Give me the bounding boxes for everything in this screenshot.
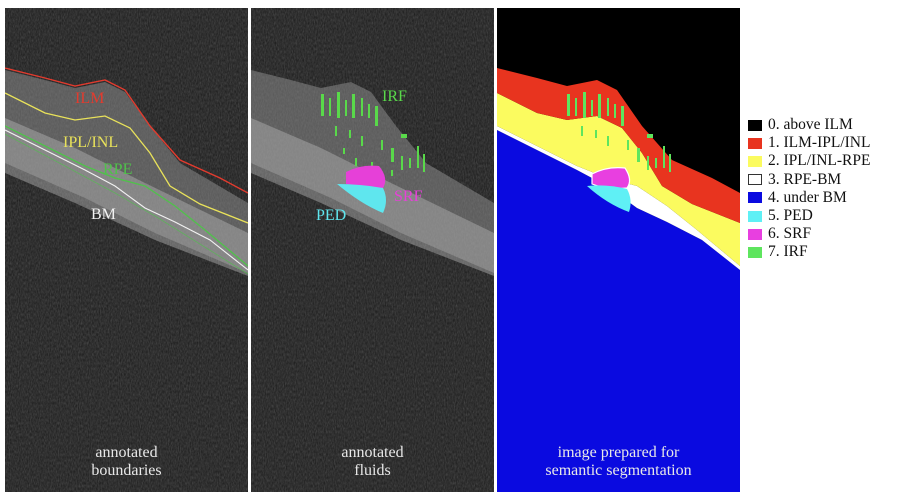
legend-item: 6. SRF — [748, 225, 908, 243]
label-ipl-inl: IPL/INL — [63, 134, 119, 151]
panel-annotated-fluids: IRF SRF PED annotated fluids — [251, 8, 494, 492]
legend-swatch — [748, 137, 762, 149]
legend-swatch — [748, 174, 762, 186]
irf-fluid-marks — [321, 92, 425, 176]
legend-item: 1. ILM-IPL/INL — [748, 134, 908, 152]
segmentation-legend: 0. above ILM 1. ILM-IPL/INL 2. IPL/INL-R… — [748, 116, 908, 262]
srf-fluid-region — [346, 165, 386, 189]
caption-segmentation: image prepared for semantic segmentation — [545, 444, 692, 479]
label-srf: SRF — [394, 188, 423, 205]
caption-annotated-fluids: annotated fluids — [341, 444, 404, 479]
oct-scan-fluids — [251, 8, 494, 492]
label-ped: PED — [316, 207, 347, 224]
legend-item: 0. above ILM — [748, 116, 908, 134]
legend-swatch — [748, 155, 762, 167]
legend-swatch — [748, 246, 762, 258]
panel-annotated-boundaries: ILM IPL/INL RPE BM annotated boundaries — [5, 8, 248, 492]
legend-item: 3. RPE-BM — [748, 171, 908, 189]
label-irf: IRF — [382, 88, 407, 105]
label-ilm: ILM — [75, 90, 105, 107]
label-rpe: RPE — [103, 161, 133, 178]
legend-swatch — [748, 119, 762, 131]
legend-item: 2. IPL/INL-RPE — [748, 152, 908, 170]
legend-swatch — [748, 228, 762, 240]
legend-item: 7. IRF — [748, 243, 908, 261]
ped-fluid-region — [337, 184, 386, 213]
legend-swatch — [748, 192, 762, 204]
label-bm: BM — [91, 206, 116, 223]
legend-item: 5. PED — [748, 207, 908, 225]
caption-annotated-boundaries: annotated boundaries — [91, 444, 162, 479]
legend-item: 4. under BM — [748, 189, 908, 207]
legend-swatch — [748, 210, 762, 222]
oct-scan-boundaries — [5, 8, 248, 492]
panel-segmentation: image prepared for semantic segmentation — [497, 8, 740, 492]
segmentation-map — [497, 8, 740, 492]
